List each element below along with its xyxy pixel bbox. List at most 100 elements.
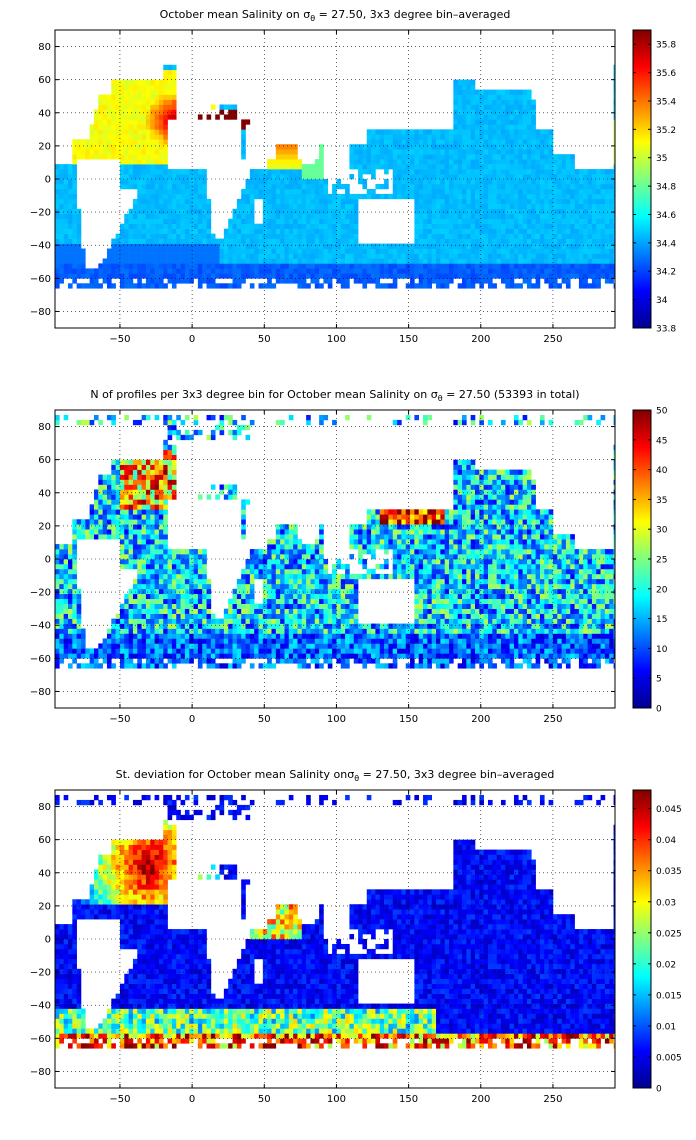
data-cell <box>163 89 168 95</box>
data-cell <box>111 243 116 249</box>
data-cell <box>76 613 82 619</box>
data-cell <box>297 248 303 254</box>
data-cell <box>613 248 615 254</box>
data-cell <box>462 139 467 145</box>
data-cell <box>518 238 523 244</box>
data-cell <box>106 114 112 120</box>
data-cell <box>535 169 541 175</box>
data-cell <box>236 223 242 229</box>
data-cell <box>332 653 337 659</box>
data-cell <box>206 213 212 220</box>
data-cell <box>150 203 155 210</box>
data-cell <box>158 174 164 180</box>
data-cell <box>301 623 307 629</box>
data-cell <box>522 193 528 200</box>
data-cell <box>518 243 523 249</box>
data-cell <box>410 169 415 175</box>
data-cell <box>436 243 441 249</box>
data-cell <box>470 633 476 639</box>
data-cell <box>544 203 549 210</box>
data-cell <box>314 218 320 224</box>
data-cell <box>340 208 346 215</box>
data-cell <box>522 623 528 629</box>
data-cell <box>552 233 558 239</box>
data-cell <box>604 248 610 254</box>
data-cell <box>223 248 229 254</box>
data-cell <box>132 228 138 234</box>
data-cell <box>418 154 424 160</box>
data-cell <box>67 643 73 649</box>
data-cell <box>293 188 298 195</box>
data-cell <box>509 643 515 649</box>
data-cell <box>111 129 116 135</box>
data-cell <box>500 134 506 140</box>
data-cell <box>106 663 112 669</box>
data-cell <box>483 223 489 229</box>
data-cell <box>609 188 614 195</box>
data-cell <box>358 248 363 254</box>
data-cell <box>431 164 437 170</box>
data-cell <box>254 223 259 229</box>
data-cell <box>587 248 593 254</box>
data-cell <box>457 164 463 170</box>
data-cell <box>206 633 212 639</box>
data-cell <box>509 228 515 234</box>
data-cell <box>423 628 428 634</box>
data-cell <box>228 238 233 244</box>
data-cell <box>565 658 571 664</box>
data-cell <box>67 273 73 279</box>
data-cell <box>362 258 368 264</box>
data-cell <box>483 648 489 654</box>
data-cell <box>150 268 155 274</box>
data-cell <box>124 114 129 120</box>
data-cell <box>366 169 372 175</box>
data-cell <box>72 638 77 644</box>
data-cell <box>539 164 545 170</box>
data-cell <box>184 253 190 259</box>
data-cell <box>570 203 575 210</box>
data-cell <box>405 628 411 634</box>
data-cell <box>206 203 212 210</box>
data-cell <box>297 618 303 624</box>
data-cell <box>531 124 536 130</box>
data-cell <box>397 638 402 644</box>
data-cell <box>284 633 290 639</box>
data-cell <box>526 144 532 150</box>
data-cell <box>297 253 303 259</box>
data-cell <box>301 613 307 619</box>
data-cell <box>59 268 64 274</box>
data-cell <box>427 278 432 284</box>
data-cell <box>596 213 601 220</box>
data-cell <box>444 633 450 639</box>
data-cell <box>145 613 151 619</box>
data-cell <box>219 628 225 634</box>
data-cell <box>306 623 311 629</box>
data-cell <box>436 154 441 160</box>
data-cell <box>449 218 454 224</box>
data-cell <box>124 119 129 125</box>
data-cell <box>59 193 64 200</box>
data-cell <box>609 218 614 224</box>
data-cell <box>509 628 515 634</box>
data-cell <box>55 608 60 614</box>
data-cell <box>262 223 268 229</box>
data-cell <box>457 174 463 180</box>
data-cell <box>111 154 116 160</box>
data-cell <box>466 658 471 664</box>
data-cell <box>496 109 502 115</box>
data-cell <box>526 648 532 654</box>
data-cell <box>444 164 450 170</box>
data-cell <box>293 608 298 614</box>
data-cell <box>509 638 515 644</box>
data-cell <box>487 198 493 205</box>
data-cell <box>587 628 593 634</box>
data-cell <box>574 653 580 659</box>
data-cell <box>163 69 168 75</box>
data-cell <box>509 179 515 185</box>
data-cell <box>583 218 588 224</box>
data-cell <box>526 183 532 190</box>
data-cell <box>591 223 597 229</box>
data-cell <box>375 283 381 289</box>
data-cell <box>358 149 363 155</box>
